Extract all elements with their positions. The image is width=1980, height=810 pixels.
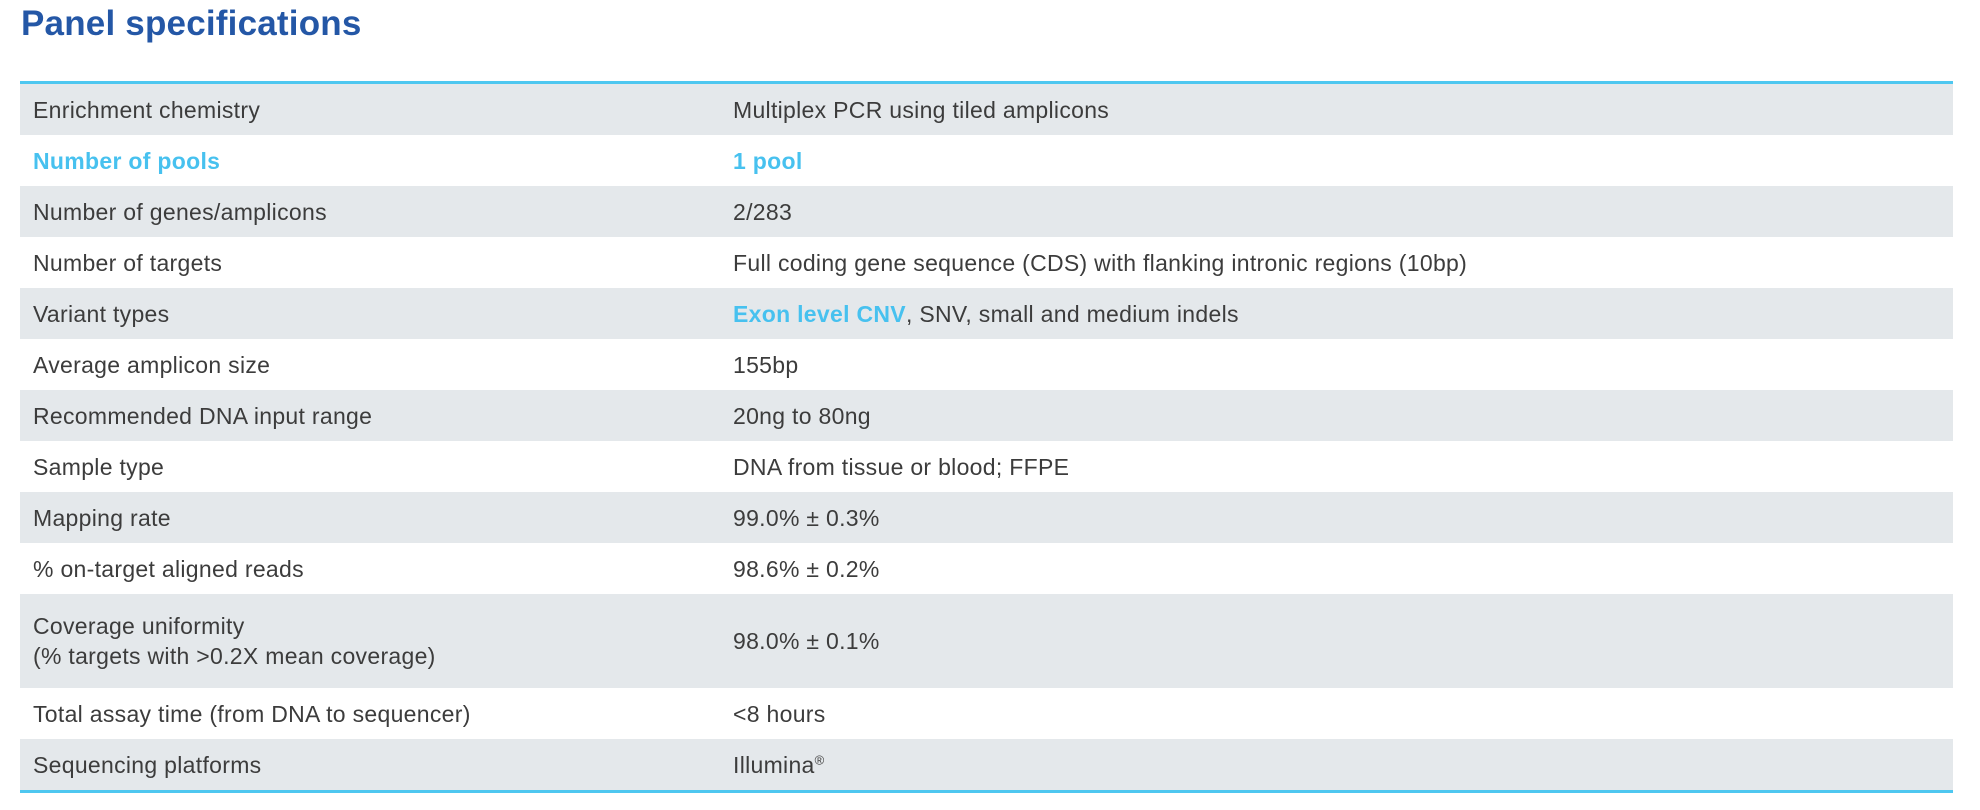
spec-value-rest: , SNV, small and medium indels <box>905 300 1239 327</box>
spec-label: Number of pools <box>33 147 221 174</box>
row-coverage-uniformity: Coverage uniformity (% targets with >0.2… <box>20 594 1953 688</box>
spec-label: Sample type <box>33 453 165 480</box>
row-number-of-pools: Number of pools 1 pool <box>20 135 1953 186</box>
spec-value: Exon level CNV, SNV, small and medium in… <box>733 299 1953 329</box>
spec-label: Sequencing platforms <box>33 751 262 778</box>
row-variant-types: Variant types Exon level CNV, SNV, small… <box>20 288 1953 339</box>
row-average-amplicon-size: Average amplicon size 155bp <box>20 339 1953 390</box>
row-enrichment-chemistry: Enrichment chemistry Multiplex PCR using… <box>20 84 1953 135</box>
spec-label: Enrichment chemistry <box>33 96 261 123</box>
spec-value: 2/283 <box>733 198 793 225</box>
row-total-assay-time: Total assay time (from DNA to sequencer)… <box>20 688 1953 739</box>
row-sequencing-platforms: Sequencing platforms Illumina® <box>20 739 1953 790</box>
spec-label: Total assay time (from DNA to sequencer) <box>33 700 471 727</box>
spec-label: Average amplicon size <box>33 351 271 378</box>
spec-value: <8 hours <box>733 700 826 727</box>
spec-value: 98.6% ± 0.2% <box>733 555 880 582</box>
row-recommended-dna-input-range: Recommended DNA input range 20ng to 80ng <box>20 390 1953 441</box>
row-on-target-aligned-reads: % on-target aligned reads 98.6% ± 0.2% <box>20 543 1953 594</box>
spec-label: Coverage uniformity (% targets with >0.2… <box>20 611 733 671</box>
spec-value: DNA from tissue or blood; FFPE <box>733 453 1070 480</box>
spec-value: 155bp <box>733 351 799 378</box>
spec-label: Mapping rate <box>33 504 171 531</box>
spec-value: Full coding gene sequence (CDS) with fla… <box>733 249 1468 276</box>
registered-trademark-symbol: ® <box>814 751 825 767</box>
spec-value: Illumina® <box>733 750 1953 780</box>
spec-label: Number of genes/amplicons <box>33 198 327 225</box>
row-sample-type: Sample type DNA from tissue or blood; FF… <box>20 441 1953 492</box>
spec-value: 99.0% ± 0.3% <box>733 504 880 531</box>
spec-value-highlight: Exon level CNV <box>733 300 906 327</box>
spec-label-line2: (% targets with >0.2X mean coverage) <box>33 643 436 669</box>
row-number-of-targets: Number of targets Full coding gene seque… <box>20 237 1953 288</box>
spec-value: 98.0% ± 0.1% <box>733 628 880 654</box>
spec-label: % on-target aligned reads <box>33 555 304 582</box>
spec-value: 1 pool <box>733 147 803 174</box>
spec-value: Multiplex PCR using tiled amplicons <box>733 96 1110 123</box>
spec-label: Variant types <box>33 300 170 327</box>
spec-label: Recommended DNA input range <box>33 402 373 429</box>
spec-value: 20ng to 80ng <box>733 402 871 429</box>
panel-specifications-table: Enrichment chemistry Multiplex PCR using… <box>20 81 1953 793</box>
spec-label-line1: Coverage uniformity <box>33 613 245 639</box>
row-mapping-rate: Mapping rate 99.0% ± 0.3% <box>20 492 1953 543</box>
spec-value-text: Illumina <box>733 751 815 778</box>
page-title: Panel specifications <box>21 4 362 43</box>
row-number-of-genes-amplicons: Number of genes/amplicons 2/283 <box>20 186 1953 237</box>
spec-label: Number of targets <box>33 249 223 276</box>
